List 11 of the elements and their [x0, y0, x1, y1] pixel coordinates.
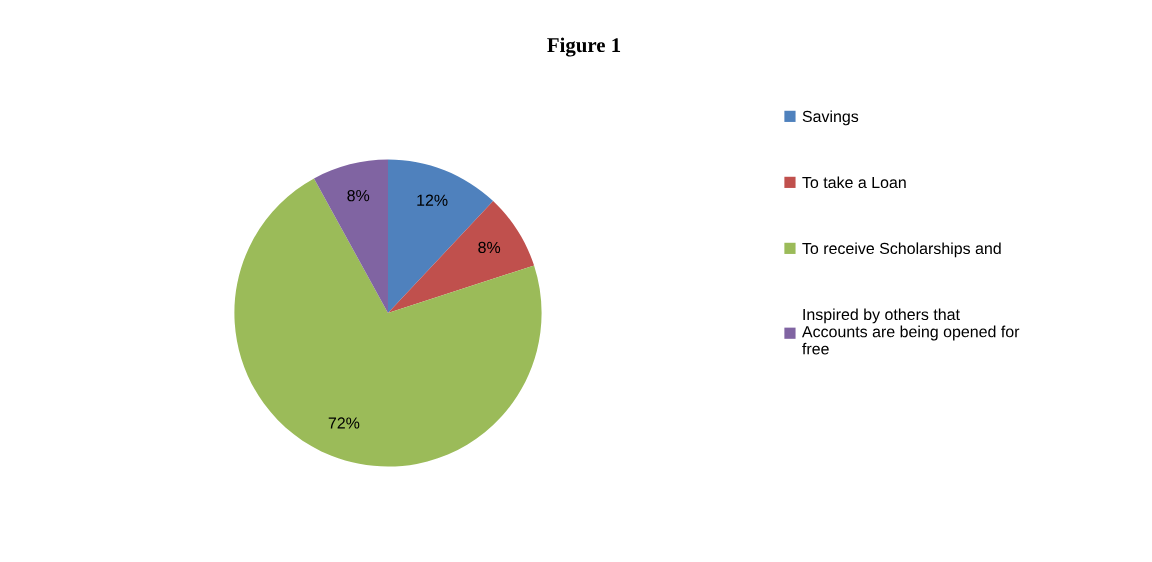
- data-label: 72%: [328, 417, 360, 429]
- chart-title: Figure 1: [547, 37, 621, 57]
- data-label: 12%: [417, 194, 448, 206]
- legend-label: To take a Loan: [802, 176, 906, 189]
- data-label: 8%: [347, 189, 370, 202]
- pie-slice: [314, 159, 388, 313]
- pie-slice: [234, 178, 542, 467]
- legend-label: Savings: [802, 110, 859, 126]
- legend-label: Inspired by others that Accounts are being opened for free: [801, 308, 1020, 355]
- data-label: 8%: [478, 241, 501, 254]
- legend-label: To receive Scholarships and: [802, 242, 1001, 258]
